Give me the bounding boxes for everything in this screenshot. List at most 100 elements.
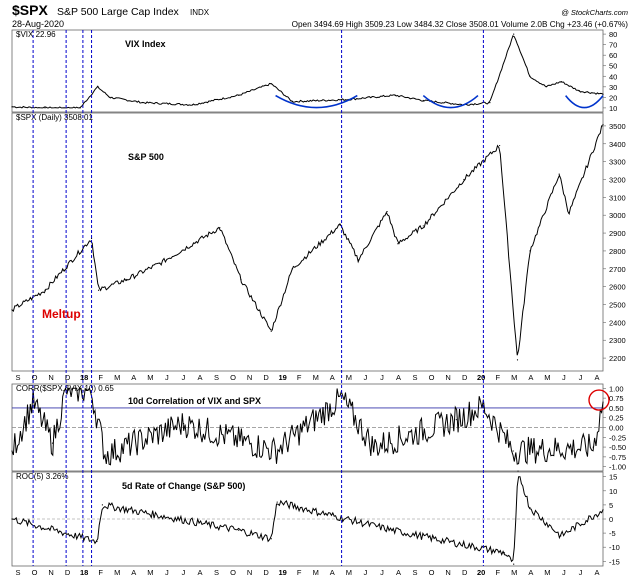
- x-axis-label: O: [32, 568, 38, 577]
- spx-data-point: [126, 278, 128, 281]
- spx-data-point: [97, 289, 100, 291]
- roc-title: 5d Rate of Change (S&P 500): [122, 481, 245, 491]
- roc-data-point: [529, 507, 531, 509]
- spx-series-line: [11, 125, 603, 356]
- header-name: S&P 500 Large Cap Index: [57, 6, 180, 18]
- x-axis-label: 18: [80, 373, 88, 382]
- roc-legend: ROC(5) 3.26%: [16, 472, 68, 481]
- x-axis-label: D: [263, 568, 269, 577]
- vix-data-point: [44, 107, 46, 109]
- vix-data-point: [11, 106, 13, 108]
- x-axis-label: F: [98, 373, 103, 382]
- vix-data-point: [109, 96, 111, 98]
- x-axis-label: M: [511, 373, 517, 382]
- x-axis-label: J: [562, 373, 566, 382]
- x-axis-label: F: [495, 568, 500, 577]
- vix-data-point: [192, 104, 194, 106]
- spx-ytick-label: 2800: [609, 247, 626, 256]
- spx-data-point: [499, 144, 501, 147]
- corr-data-point: [455, 419, 457, 421]
- x-axis-label: S: [413, 373, 418, 382]
- spx-data-point: [240, 278, 242, 281]
- spx-data-point: [339, 224, 341, 226]
- x-axis-label: M: [114, 373, 120, 382]
- x-axis-label: J: [182, 568, 186, 577]
- spx-data-point: [159, 262, 161, 265]
- vix-bowl-1: [275, 94, 358, 109]
- x-axis-label: A: [528, 568, 533, 577]
- vix-ytick-label: 80: [609, 30, 617, 39]
- vix-data-point: [96, 86, 99, 88]
- corr-ytick-label: -0.75: [609, 453, 626, 462]
- x-axis-label: F: [495, 373, 500, 382]
- header-exchange: INDX: [190, 8, 210, 17]
- vix-data-point: [79, 107, 81, 109]
- roc-ytick-label: 5: [609, 501, 613, 510]
- spx-panel-frame: [11, 112, 604, 372]
- vix-bowl-3: [565, 95, 604, 109]
- corr-data-point: [182, 422, 185, 425]
- x-axis-label: A: [330, 373, 335, 382]
- x-axis-label: S: [15, 373, 20, 382]
- x-axis-label: J: [579, 568, 583, 577]
- x-axis-label: J: [165, 373, 169, 382]
- spx-ytick-label: 3200: [609, 175, 626, 184]
- vix-ytick-label: 50: [609, 62, 617, 71]
- x-axis-label: F: [98, 568, 103, 577]
- vix-data-point: [270, 83, 272, 85]
- corr-ytick-label: 0.00: [609, 424, 624, 433]
- x-axis-label: N: [48, 373, 53, 382]
- x-axis-label: 18: [80, 568, 88, 577]
- vix-data-point: [394, 94, 396, 96]
- x-axis-label: N: [247, 568, 252, 577]
- roc-data-point: [517, 470, 519, 472]
- x-axis-label: O: [230, 373, 236, 382]
- corr-ytick-label: 0.75: [609, 394, 624, 403]
- x-axis-label: M: [147, 568, 153, 577]
- spx-data-point: [558, 173, 560, 175]
- x-axis-label: N: [445, 568, 450, 577]
- corr-title: 10d Correlation of VIX and SPX: [128, 396, 261, 406]
- vix-ytick-label: 60: [609, 51, 617, 60]
- spx-ytick-label: 2500: [609, 301, 626, 310]
- x-axis-label: S: [15, 568, 20, 577]
- x-axis-label: J: [562, 568, 566, 577]
- x-axis-label: J: [364, 568, 368, 577]
- x-axis-label: A: [197, 373, 202, 382]
- x-axis-label: M: [544, 568, 550, 577]
- corr-highlight-circle: [588, 389, 610, 411]
- corr-data-point: [592, 446, 594, 448]
- corr-data-point: [274, 450, 277, 452]
- corr-data-point: [104, 454, 106, 456]
- header-date: 28-Aug-2020: [12, 19, 64, 29]
- vix-data-point: [142, 102, 144, 104]
- spx-data-point: [270, 330, 272, 332]
- vix-data-point: [545, 86, 547, 88]
- x-axis-label: D: [462, 373, 468, 382]
- spx-data-point: [291, 268, 293, 270]
- vix-data-point: [560, 80, 562, 83]
- x-axis-label: S: [413, 568, 418, 577]
- x-axis-label: S: [214, 373, 219, 382]
- x-axis-label: A: [594, 568, 599, 577]
- spx-ytick-label: 3500: [609, 122, 626, 131]
- x-axis-label: M: [346, 568, 352, 577]
- spx-data-point: [397, 243, 399, 245]
- roc-ytick-label: -5: [609, 529, 616, 538]
- spx-ytick-label: 2600: [609, 283, 626, 292]
- vix-data-point: [291, 100, 293, 103]
- x-axis-label: M: [313, 568, 319, 577]
- spx-ytick-label: 2900: [609, 229, 626, 238]
- vix-ytick-label: 40: [609, 72, 617, 81]
- x-axis-label: A: [594, 373, 599, 382]
- roc-data-point: [276, 501, 278, 503]
- x-axis-label: J: [182, 373, 186, 382]
- x-axis-label: D: [65, 373, 71, 382]
- spx-ytick-label: 3400: [609, 140, 626, 149]
- x-axis-label: D: [462, 568, 468, 577]
- roc-ytick-label: 0: [609, 515, 613, 524]
- corr-ytick-label: 1.00: [609, 384, 624, 393]
- spx-legend: $SPX (Daily) 3508.01: [16, 113, 93, 122]
- spx-data-point: [90, 237, 93, 240]
